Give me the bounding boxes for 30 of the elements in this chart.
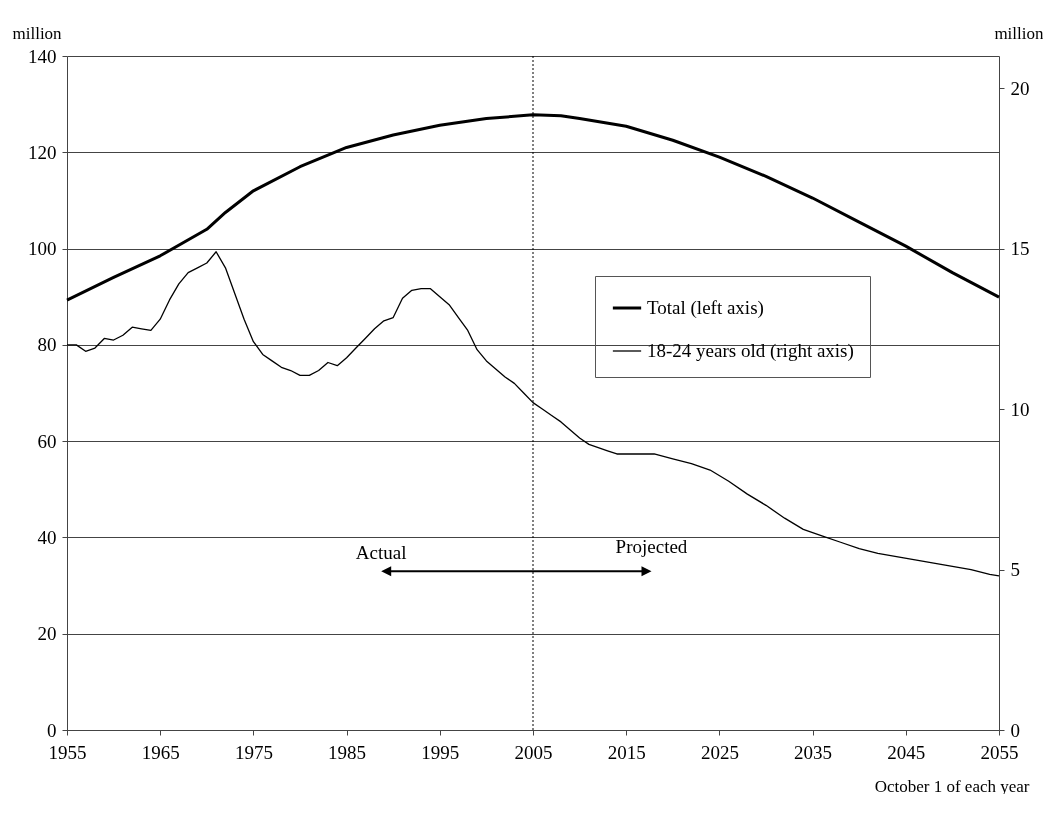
y-tick-label: 60 [37,430,57,452]
y2-tick-label: 10 [1010,398,1030,420]
legend-label: Total (left axis) [647,297,764,319]
x-tick-label: 2015 [607,741,646,763]
y-tick-label: 40 [37,526,57,548]
y-tick-label: 120 [28,141,57,163]
y2-tick-label: 5 [1010,559,1020,581]
x-tick-label: 1995 [421,741,460,763]
annotation: Actual [355,542,407,564]
y-tick-label: 20 [37,623,57,645]
y2-tick-label: 0 [1010,719,1020,741]
annotation: Projected [615,536,688,558]
x-tick-label: 2045 [887,741,926,763]
y-axis-title: million [12,23,63,43]
x-tick-label: 2005 [514,741,553,763]
x-tick-label: 1985 [328,741,367,763]
x-tick-label: 2025 [700,741,739,763]
y-tick-label: 100 [28,238,57,260]
y2-tick-label: 15 [1010,238,1030,260]
x-tick-label: 1965 [141,741,180,763]
x-tick-label: 2055 [980,741,1019,763]
x-tick-label: 1975 [234,741,273,763]
y-tick-label: 140 [28,45,57,67]
x-tick-label: 2035 [794,741,833,763]
y2-tick-label: 20 [1010,77,1030,99]
x-tick-label: 1955 [48,741,87,763]
y-tick-label: 80 [37,334,57,356]
y-tick-label: 0 [47,719,57,741]
y2-axis-title: million [994,23,1044,43]
legend-label: 18-24 years old (right axis) [647,340,854,362]
